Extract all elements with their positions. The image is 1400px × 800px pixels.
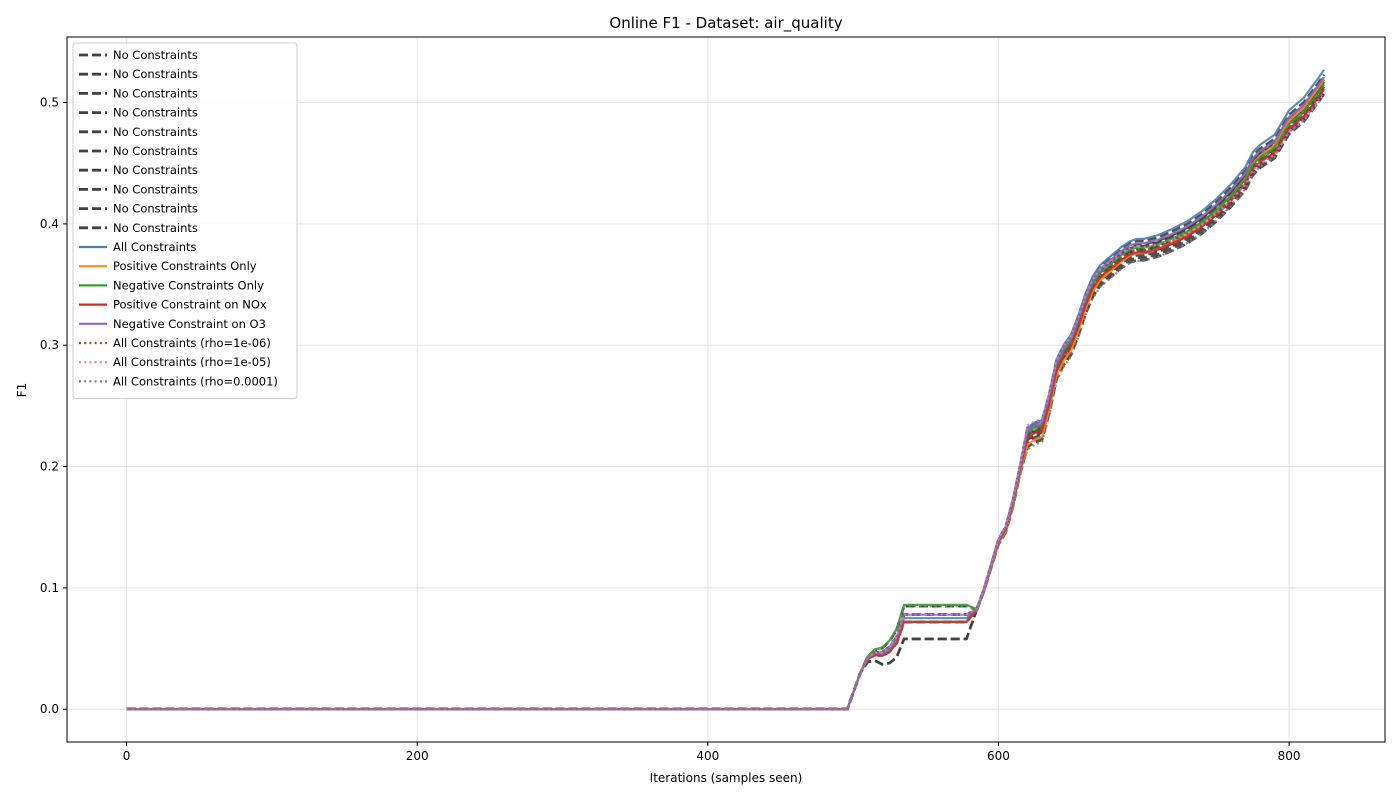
x-tick-label: 400 [696, 749, 719, 763]
series-line-15 [126, 86, 1325, 711]
x-axis-label: Iterations (samples seen) [650, 771, 803, 785]
legend-label: No Constraints [113, 202, 198, 216]
y-tick-label: 0.0 [40, 702, 59, 716]
legend: No Constraints No Constraints No Constrain… [72, 42, 298, 400]
plot-frame [66, 36, 1386, 743]
y-axis: 0.0 0.1 0.2 0.3 0.4 0.5 [40, 96, 67, 716]
legend-label: All Constraints (rho=0.0001) [113, 374, 278, 388]
legend-label: No Constraints [113, 48, 198, 62]
x-tick-label: 200 [406, 749, 429, 763]
y-axis-label: F1 [15, 383, 29, 398]
legend-label: No Constraints [113, 182, 198, 196]
legend-label: All Constraints [113, 240, 197, 254]
legend-label: No Constraints [113, 144, 198, 158]
legend-label: All Constraints (rho=1e-05) [113, 355, 271, 369]
y-tick-label: 0.3 [40, 338, 59, 352]
x-axis: 0 200 400 600 800 [123, 742, 1301, 763]
legend-label: All Constraints (rho=1e-06) [113, 336, 271, 350]
series-line-10 [126, 69, 1325, 711]
legend-label: Negative Constraints Only [113, 278, 264, 292]
series-line-17 [126, 90, 1325, 711]
legend-label: No Constraints [113, 106, 198, 120]
legend-label: Negative Constraint on O3 [113, 317, 266, 331]
series-layer [126, 69, 1326, 711]
legend-label: Positive Constraint on NOx [113, 298, 267, 312]
x-tick-label: 0 [123, 749, 131, 763]
legend-label: No Constraints [113, 125, 198, 139]
legend-label: No Constraints [113, 67, 198, 81]
legend-frame [72, 42, 298, 400]
legend-label: Positive Constraints Only [113, 259, 257, 273]
x-tick-label: 600 [987, 749, 1010, 763]
y-tick-label: 0.1 [40, 581, 59, 595]
y-tick-label: 0.2 [40, 460, 59, 474]
legend-label: No Constraints [113, 221, 198, 235]
legend-label: No Constraints [113, 86, 198, 100]
y-tick-label: 0.4 [40, 217, 59, 231]
legend-label: No Constraints [113, 163, 198, 177]
y-tick-label: 0.5 [40, 96, 59, 110]
chart-title: Online F1 - Dataset: air_quality [609, 14, 842, 33]
x-tick-label: 800 [1278, 749, 1301, 763]
